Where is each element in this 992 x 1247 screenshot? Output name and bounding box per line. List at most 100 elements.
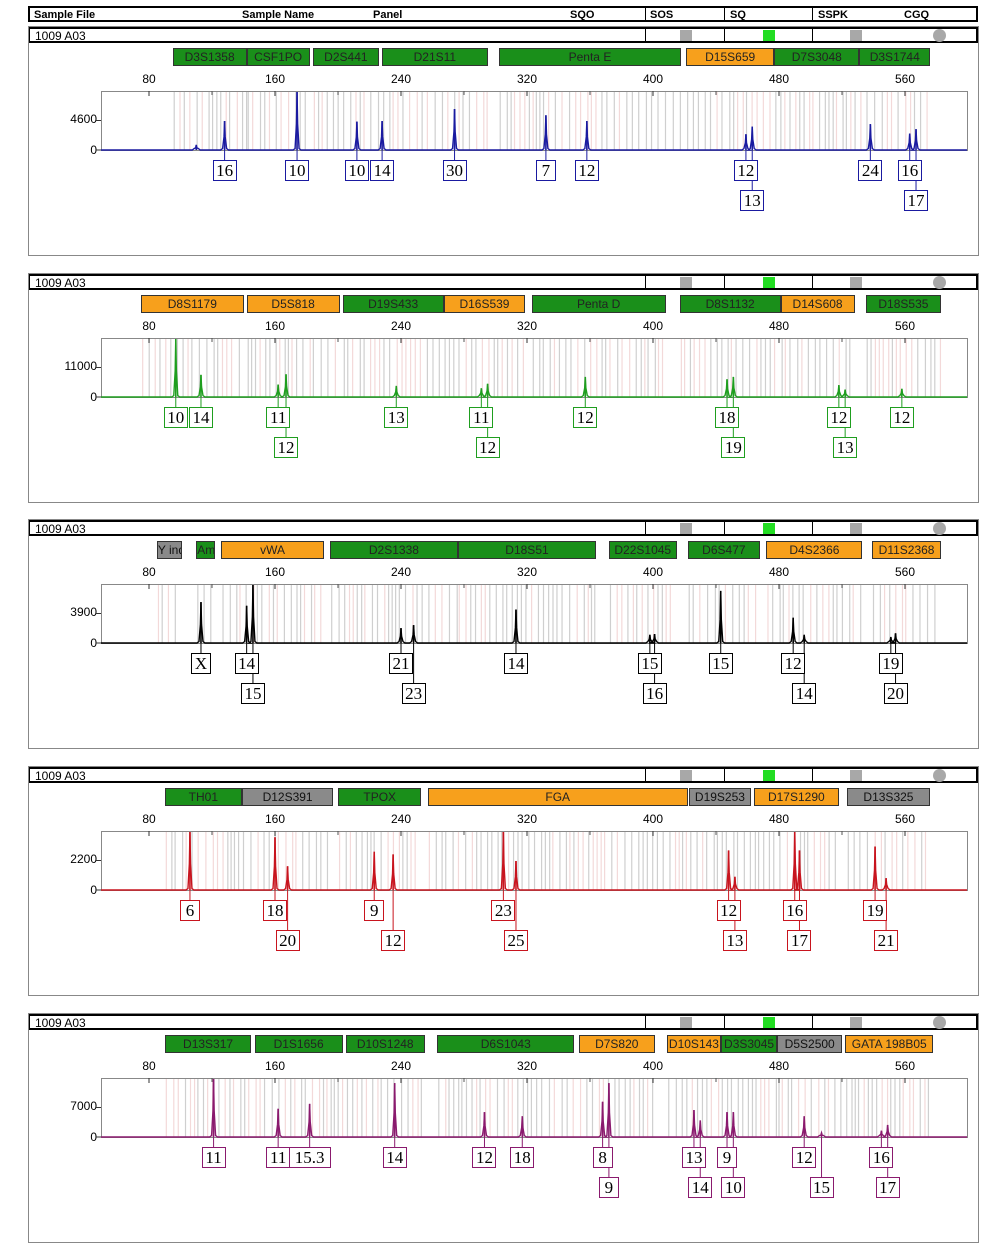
allele-call-label[interactable]: 18 [510,1147,535,1168]
allele-call-label[interactable]: 20 [275,930,300,951]
allele-call-label[interactable]: 16 [897,160,922,181]
allele-call-label[interactable]: X [190,653,211,674]
marker-bin-d3s3045[interactable]: D3S3045 [720,1035,778,1053]
cgq-quality-indicator[interactable] [933,769,946,782]
marker-bin-d6s477[interactable]: D6S477 [687,541,761,559]
marker-bin-d21s11[interactable]: D21S11 [382,48,488,66]
allele-call-label[interactable]: 14 [792,683,817,704]
marker-bin-d18s51[interactable]: D18S51 [457,541,597,559]
allele-call-label[interactable]: 16 [782,900,807,921]
marker-bin-amelogenin[interactable]: Am [196,541,216,559]
marker-bin-d12s391[interactable]: D12S391 [241,788,334,806]
allele-call-label[interactable]: 25 [503,930,528,951]
col-sspk[interactable]: SSPK [818,9,848,21]
allele-call-label[interactable]: 14 [503,653,528,674]
sample-file-name[interactable]: 1009 A03 [35,29,86,43]
allele-call-label[interactable]: 14 [188,407,213,428]
marker-bin-tpox[interactable]: TPOX [338,788,422,806]
allele-call-label[interactable]: 14 [370,160,395,181]
cgq-quality-indicator[interactable] [933,522,946,535]
sos-quality-indicator[interactable] [680,523,692,534]
marker-bin-d4s2366[interactable]: D4S2366 [766,541,863,559]
marker-bin-d7s820[interactable]: D7S820 [578,1035,655,1053]
sspk-quality-indicator[interactable] [850,523,862,534]
cgq-quality-indicator[interactable] [933,276,946,289]
allele-call-label[interactable]: 23 [491,900,516,921]
allele-call-label[interactable]: 8 [592,1147,613,1168]
allele-call-label[interactable]: 10 [163,407,188,428]
allele-call-label[interactable]: 9 [364,900,385,921]
col-sample-file[interactable]: Sample File [34,9,96,21]
col-sos[interactable]: SOS [650,9,674,21]
sspk-quality-indicator[interactable] [850,770,862,781]
allele-call-label[interactable]: 12 [792,1147,817,1168]
sspk-quality-indicator[interactable] [850,277,862,288]
sq-quality-indicator[interactable] [763,523,775,534]
allele-call-label[interactable]: 13 [833,437,858,458]
allele-call-label[interactable]: 16 [212,160,237,181]
electropherogram-plot[interactable] [96,91,969,152]
sos-quality-indicator[interactable] [680,277,692,288]
allele-call-label[interactable]: 14 [688,1177,713,1198]
marker-bin-d6s1043[interactable]: D6S1043 [437,1035,575,1053]
marker-bin-d19s433[interactable]: D19S433 [342,295,444,313]
allele-call-label[interactable]: 11 [266,1147,291,1168]
allele-call-label[interactable]: 15 [708,653,733,674]
electropherogram-plot[interactable] [96,338,969,399]
marker-bin-d3s1744[interactable]: D3S1744 [859,48,931,66]
sspk-quality-indicator[interactable] [850,1017,862,1028]
allele-call-label[interactable]: 12 [826,407,851,428]
allele-call-label[interactable]: 6 [179,900,200,921]
allele-call-label[interactable]: 17 [875,1177,900,1198]
allele-call-label[interactable]: 10 [344,160,369,181]
allele-call-label[interactable]: 13 [740,190,765,211]
allele-call-label[interactable]: 16 [642,683,667,704]
marker-bin-d5s818[interactable]: D5S818 [246,295,340,313]
sample-file-name[interactable]: 1009 A03 [35,276,86,290]
allele-call-label[interactable]: 10 [285,160,310,181]
allele-call-label[interactable]: 11 [266,407,291,428]
marker-bin-d19s253[interactable]: D19S253 [689,788,751,806]
marker-bin-d13s317[interactable]: D13S317 [164,1035,252,1053]
marker-bin-d11s2368[interactable]: D11S2368 [871,541,942,559]
marker-bin-d17s1290[interactable]: D17S1290 [753,788,839,806]
marker-bin-penta-d[interactable]: Penta D [531,295,666,313]
allele-call-label[interactable]: 19 [863,900,888,921]
marker-bin-d7s3048[interactable]: D7S3048 [774,48,860,66]
sample-file-name[interactable]: 1009 A03 [35,769,86,783]
allele-call-label[interactable]: 12 [274,437,299,458]
marker-bin-d15s659[interactable]: D15S659 [686,48,775,66]
allele-call-label[interactable]: 12 [716,900,741,921]
allele-call-label[interactable]: 15 [637,653,662,674]
col-cgq[interactable]: CGQ [904,9,930,21]
allele-call-label[interactable]: 21 [389,653,413,674]
sspk-quality-indicator[interactable] [850,30,862,41]
allele-call-label[interactable]: 15 [809,1177,834,1198]
marker-bin-csf1po[interactable]: CSF1PO [246,48,310,66]
sq-quality-indicator[interactable] [763,1017,775,1028]
col-sample-name[interactable]: Sample Name [242,9,315,21]
col-panel[interactable]: Panel [373,9,403,21]
marker-bin-d16s539[interactable]: D16S539 [443,295,526,313]
col-sq[interactable]: SQ [730,9,746,21]
allele-call-label[interactable]: 12 [475,437,500,458]
allele-call-label[interactable]: 20 [883,683,908,704]
marker-bin-d2s1338[interactable]: D2S1338 [330,541,458,559]
electropherogram-plot[interactable] [96,1078,969,1139]
sample-file-name[interactable]: 1009 A03 [35,1016,86,1030]
marker-bin-d13s325[interactable]: D13S325 [846,788,931,806]
allele-call-label[interactable]: 12 [733,160,758,181]
allele-call-label[interactable]: 9 [598,1177,619,1198]
marker-bin-d3s1358[interactable]: D3S1358 [172,48,247,66]
electropherogram-plot[interactable] [96,831,969,892]
allele-call-label[interactable]: 12 [472,1147,497,1168]
allele-call-label[interactable]: 23 [401,683,426,704]
allele-call-label[interactable]: 18 [715,407,740,428]
marker-bin-gata-198b05[interactable]: GATA 198B05 [845,1035,934,1053]
allele-call-label[interactable]: 14 [382,1147,407,1168]
marker-bin-d1s1656[interactable]: D1S1656 [254,1035,343,1053]
marker-bin-vwa[interactable]: vWA [221,541,324,559]
cgq-quality-indicator[interactable] [933,1016,946,1029]
allele-call-label[interactable]: 10 [721,1177,746,1198]
allele-call-label[interactable]: 11 [469,407,494,428]
